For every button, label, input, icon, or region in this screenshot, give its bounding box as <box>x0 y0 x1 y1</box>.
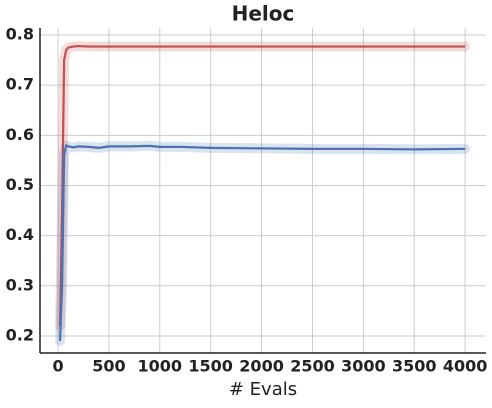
line <box>58 144 466 342</box>
x-tick-label: 0 <box>52 357 63 376</box>
confidence-band <box>55 41 471 331</box>
y-tick-label: 0.4 <box>6 225 34 244</box>
line <box>58 44 466 326</box>
x-tick-label: 1500 <box>188 357 233 376</box>
x-tick-label: 500 <box>92 357 125 376</box>
x-tick-label: 3500 <box>392 357 437 376</box>
y-tick-label: 0.6 <box>6 125 34 144</box>
x-tick-label: 2000 <box>239 357 284 376</box>
x-tick-label: 3000 <box>341 357 386 376</box>
y-tick-label: 0.2 <box>6 325 34 344</box>
x-axis-label: # Evals <box>229 379 297 400</box>
x-tick-label: 2500 <box>290 357 335 376</box>
y-tick-label: 0.7 <box>6 75 34 94</box>
chart-title: Heloc <box>232 2 295 26</box>
confidence-band <box>55 140 471 346</box>
y-tick-label: 0.5 <box>6 175 34 194</box>
x-tick-label: 4000 <box>443 357 488 376</box>
y-tick-label: 0.3 <box>6 275 34 294</box>
y-tick-label: 0.8 <box>6 25 34 44</box>
x-tick-label: 1000 <box>138 357 183 376</box>
